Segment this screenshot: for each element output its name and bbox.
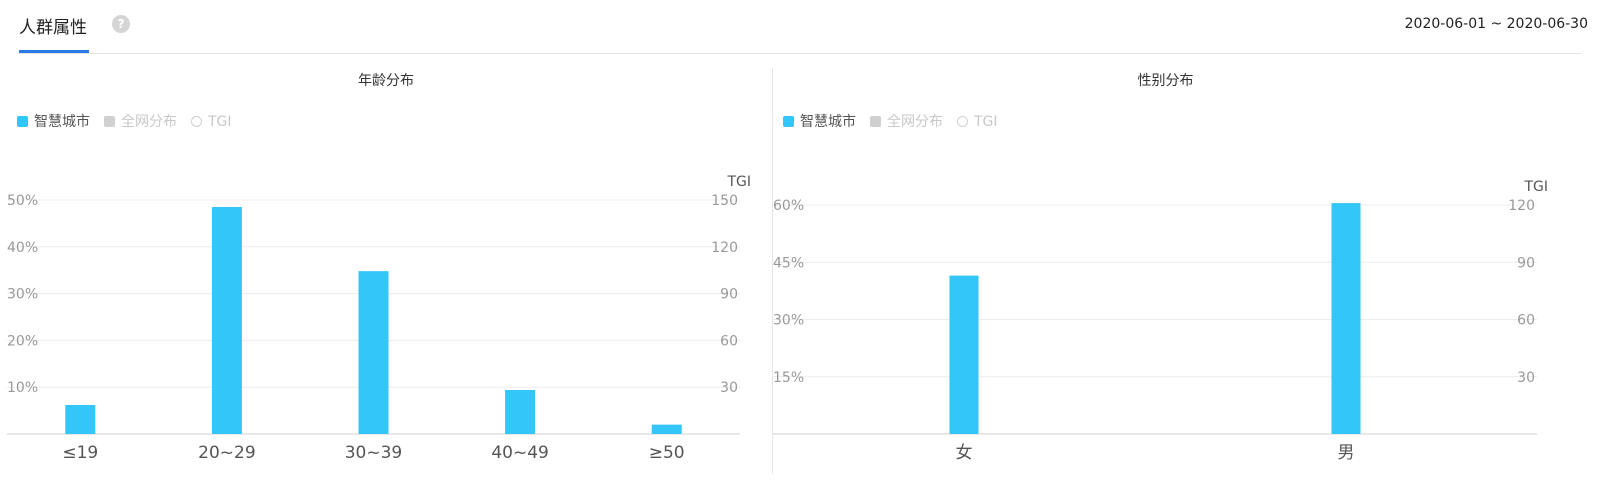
- x-tick-label: 20~29: [198, 443, 256, 463]
- bar: [651, 424, 682, 434]
- header: 人群属性 ? 2020-06-01 ~ 2020-06-30: [0, 0, 1601, 54]
- y-right-axis-label: TGI: [726, 174, 751, 190]
- y-right-tick-label: 90: [1517, 255, 1535, 271]
- y-right-tick-label: 30: [1517, 370, 1535, 386]
- tab-active-indicator: [19, 50, 89, 53]
- legend-item-series[interactable]: 智慧城市: [17, 111, 90, 131]
- legend-item-network[interactable]: 全网分布: [870, 111, 943, 131]
- date-range: 2020-06-01 ~ 2020-06-30: [1404, 16, 1588, 32]
- legend-marker-icon: [17, 116, 28, 127]
- y-left-tick-label: 60%: [773, 198, 804, 214]
- legend-circle-icon: [191, 116, 202, 127]
- y-left-tick-label: 50%: [7, 193, 38, 209]
- y-right-tick-label: 60: [1517, 313, 1535, 329]
- x-tick-label: 女: [956, 443, 973, 463]
- bar: [949, 275, 979, 434]
- y-right-axis-label: TGI: [1523, 179, 1548, 195]
- bar: [65, 404, 96, 434]
- bar: [358, 271, 389, 434]
- y-right-tick-label: 30: [720, 380, 738, 396]
- legend-circle-icon: [957, 116, 968, 127]
- y-left-tick-label: 30%: [7, 287, 38, 303]
- gender-chart-svg: 60% 120 45% 90 30% 60 15% 30 TGI 女 男: [773, 179, 1548, 463]
- chart-title: 性别分布: [1137, 73, 1194, 89]
- bar: [505, 390, 536, 434]
- x-tick-label: 男: [1338, 443, 1355, 463]
- y-left-tick-label: 30%: [773, 313, 804, 329]
- legend-item-series[interactable]: 智慧城市: [783, 111, 856, 131]
- panel-divider: [772, 68, 773, 474]
- header-divider: [19, 53, 1581, 54]
- legend-label: 智慧城市: [800, 114, 856, 130]
- y-left-tick-label: 20%: [7, 333, 38, 349]
- y-left-tick-label: 40%: [7, 240, 38, 256]
- age-chart-svg: 50% 150 40% 120 30% 90 20% 60 10% 30 TGI ≤19 20~29 30…: [7, 174, 751, 463]
- tab-label: 人群属性: [19, 18, 87, 38]
- chart-legend: 智慧城市 全网分布 TGI: [783, 111, 1012, 131]
- legend-label: 智慧城市: [34, 114, 90, 130]
- y-right-tick-label: 120: [711, 240, 738, 256]
- bar: [211, 207, 242, 434]
- legend-item-network[interactable]: 全网分布: [104, 111, 177, 131]
- legend-item-tgi[interactable]: TGI: [957, 114, 998, 130]
- y-right-tick-label: 120: [1508, 198, 1535, 214]
- y-right-tick-label: 150: [711, 193, 738, 209]
- legend-marker-icon: [783, 116, 794, 127]
- chart-title: 年龄分布: [358, 73, 414, 89]
- x-tick-label: 40~49: [491, 443, 549, 463]
- legend-label: 全网分布: [887, 114, 943, 130]
- legend-marker-icon: [104, 116, 115, 127]
- bar: [1331, 203, 1361, 434]
- x-tick-label: ≥50: [649, 443, 685, 463]
- x-tick-label: ≤19: [62, 443, 98, 463]
- legend-label: 全网分布: [121, 114, 177, 130]
- x-tick-label: 30~39: [345, 443, 403, 463]
- legend-label: TGI: [974, 114, 998, 130]
- y-left-tick-label: 45%: [773, 255, 804, 271]
- y-right-tick-label: 90: [720, 287, 738, 303]
- age-distribution-panel: 年龄分布 智慧城市 全网分布 TGI 50% 150 40% 120 30% 90 20% 60 1…: [0, 54, 772, 491]
- y-left-tick-label: 10%: [7, 380, 38, 396]
- gender-distribution-panel: 性别分布 智慧城市 全网分布 TGI 60% 120 45% 90 30% 60 15% 30 TG…: [773, 54, 1601, 491]
- y-right-tick-label: 60: [720, 333, 738, 349]
- y-left-tick-label: 15%: [773, 370, 804, 386]
- help-icon[interactable]: ?: [112, 15, 130, 33]
- legend-item-tgi[interactable]: TGI: [191, 114, 232, 130]
- legend-marker-icon: [870, 116, 881, 127]
- chart-legend: 智慧城市 全网分布 TGI: [17, 111, 246, 131]
- legend-label: TGI: [208, 114, 232, 130]
